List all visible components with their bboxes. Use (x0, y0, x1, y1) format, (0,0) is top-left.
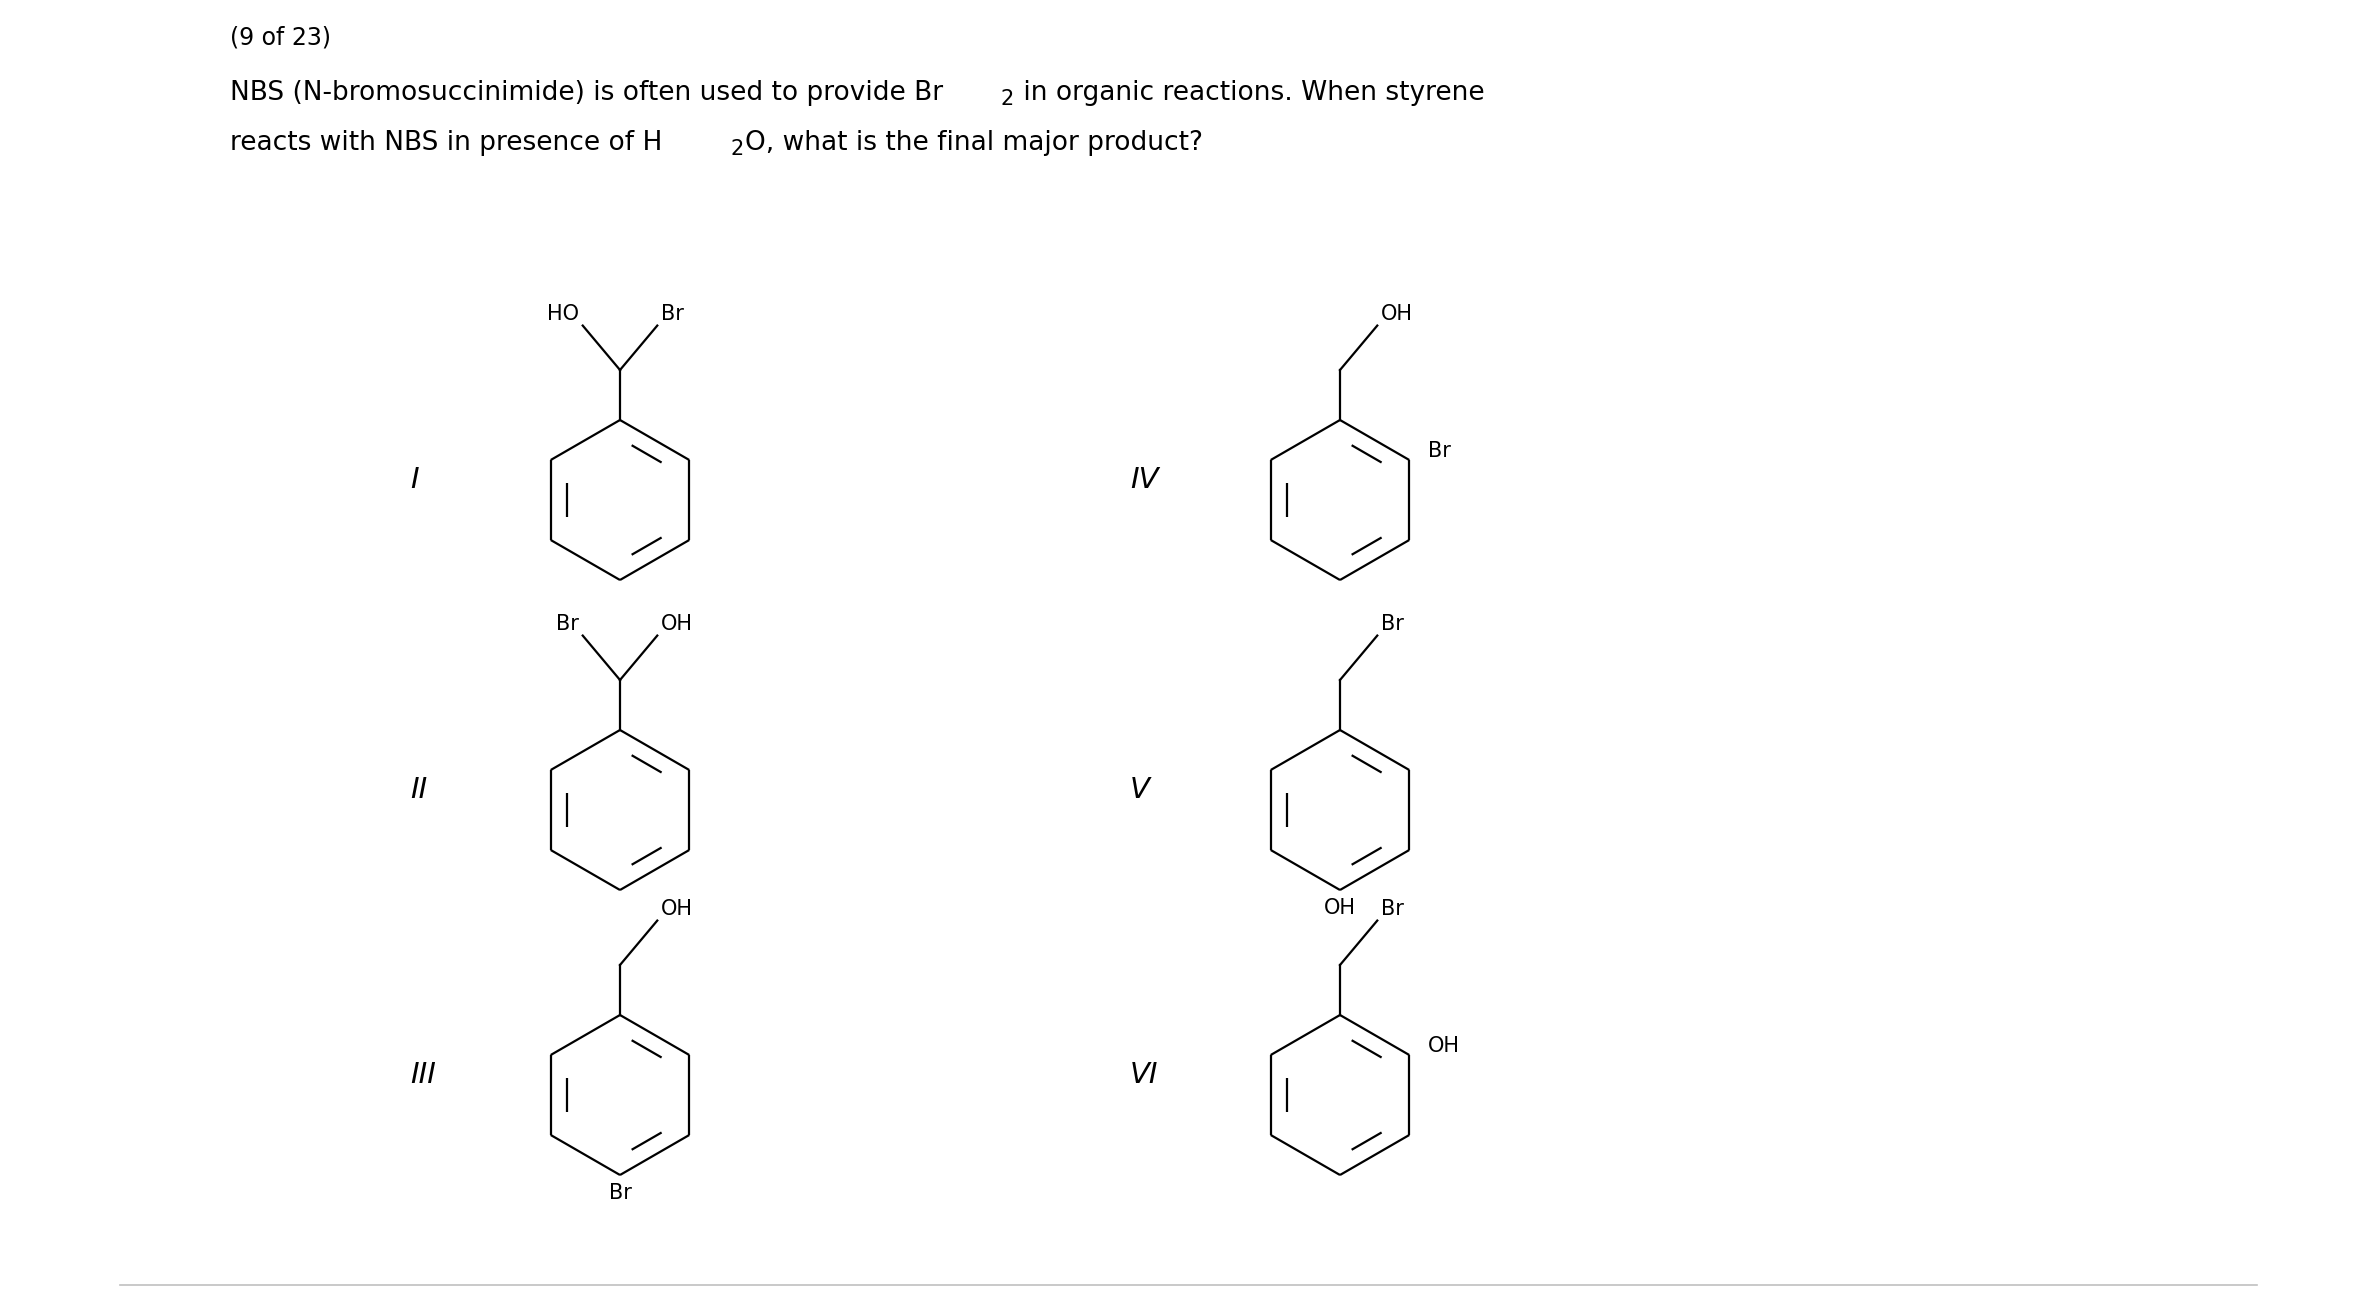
Text: III: III (409, 1061, 435, 1089)
Text: 2: 2 (730, 139, 744, 159)
Text: HO: HO (547, 304, 578, 323)
Text: OH: OH (661, 614, 694, 633)
Text: 2: 2 (1001, 89, 1013, 109)
Text: reacts with NBS in presence of H: reacts with NBS in presence of H (231, 130, 663, 156)
Text: Br: Br (1429, 440, 1450, 461)
Text: in organic reactions. When styrene: in organic reactions. When styrene (1015, 79, 1486, 106)
Text: OH: OH (1324, 898, 1355, 919)
Text: Br: Br (609, 1183, 632, 1203)
Text: VI: VI (1129, 1061, 1158, 1089)
Text: V: V (1129, 777, 1150, 804)
Text: Br: Br (556, 614, 578, 633)
Text: Br: Br (1381, 614, 1405, 633)
Text: O, what is the final major product?: O, what is the final major product? (744, 130, 1203, 156)
Text: NBS (N-bromosuccinimide) is often used to provide Br: NBS (N-bromosuccinimide) is often used t… (231, 79, 944, 106)
Text: IV: IV (1129, 466, 1158, 494)
Text: OH: OH (1381, 304, 1414, 323)
Text: Br: Br (661, 304, 685, 323)
Text: OH: OH (661, 899, 694, 919)
Text: (9 of 23): (9 of 23) (231, 25, 330, 50)
Text: I: I (409, 466, 418, 494)
Text: II: II (409, 777, 428, 804)
Text: OH: OH (1429, 1036, 1459, 1055)
Text: Br: Br (1381, 899, 1405, 919)
